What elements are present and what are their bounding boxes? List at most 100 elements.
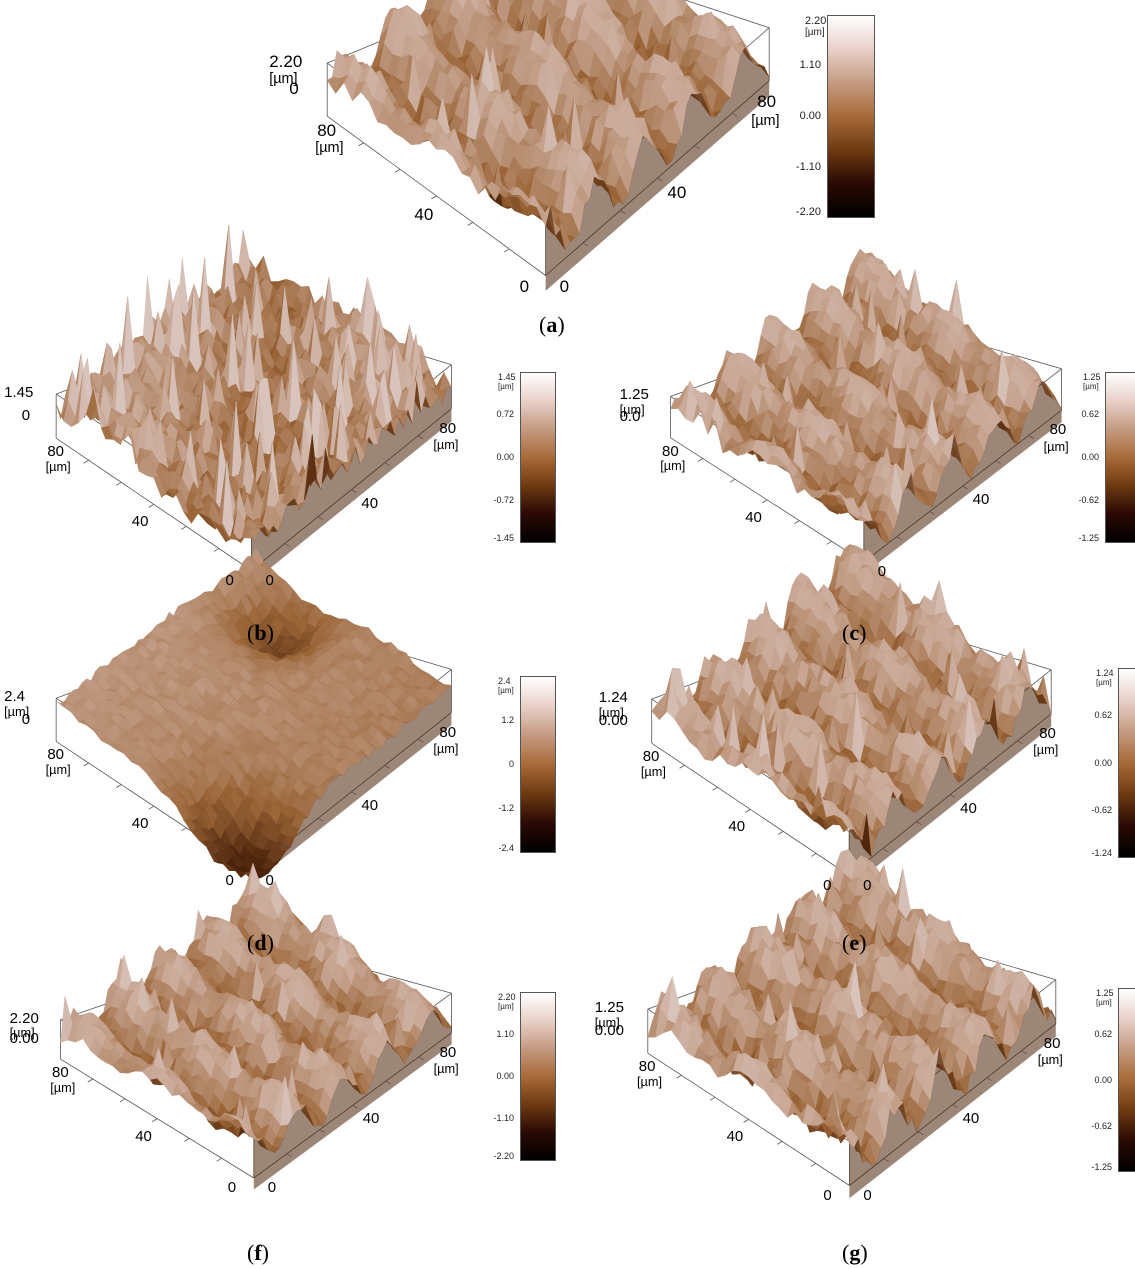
x-axis-tick <box>213 849 220 853</box>
y-axis-0-label: 0 <box>265 872 274 889</box>
x-axis-unit-label: [µm] <box>660 458 686 474</box>
x-axis-tick <box>394 168 401 173</box>
colorbar-tick-label: 0 <box>508 759 514 769</box>
y-axis-0-label: 0 <box>863 1186 872 1204</box>
y-axis-40-label: 40 <box>962 1109 980 1127</box>
y-axis-80-label: 80 <box>1049 421 1067 439</box>
surface-skirt <box>251 685 452 884</box>
x-axis-tick <box>184 1138 190 1142</box>
y-axis-tick <box>418 1056 424 1061</box>
colorbar-unit-label: [µm] <box>498 382 514 391</box>
z-unit-label: [µm] <box>269 70 298 87</box>
colorbar-tick-label: 0.62 <box>1094 710 1112 720</box>
y-axis-tick <box>657 177 663 182</box>
y-axis-tick <box>929 511 935 515</box>
y-axis-tick <box>1021 1050 1027 1055</box>
y-axis-80-label: 80 <box>439 419 457 437</box>
x-axis-40-label: 40 <box>745 508 762 526</box>
z-unit-label: [µm] <box>619 401 645 417</box>
x-axis-40-label: 40 <box>135 1127 152 1145</box>
y-axis-tick <box>962 485 968 490</box>
x-axis-tick <box>709 1096 716 1101</box>
afm-panel-c <box>620 248 1080 585</box>
colorbar-tick-label: 0.72 <box>496 409 514 420</box>
colorbar-c <box>1105 372 1135 543</box>
x-axis-80-label: 80 <box>317 121 337 141</box>
y-axis-40-label: 40 <box>361 796 379 814</box>
z-unit-label: [µm] <box>9 1025 35 1041</box>
surface-plot-d <box>55 547 452 884</box>
surface-plot-b <box>55 224 452 584</box>
z-zero-label: 0.00 <box>594 1021 624 1039</box>
surface-skirt <box>863 381 1062 575</box>
x-axis-tick <box>745 809 751 813</box>
afm-panel-a <box>270 0 790 305</box>
surface-mesh <box>326 0 770 291</box>
y-axis-tick <box>1017 740 1023 745</box>
y-axis-tick <box>317 817 324 822</box>
afm-panel-e <box>600 544 1070 900</box>
surface-mesh <box>60 863 452 1190</box>
y-axis-tick <box>916 821 922 825</box>
x-axis-line <box>326 115 546 276</box>
y-axis-tick <box>995 460 1001 465</box>
colorbar-tick-label: 0.00 <box>799 110 821 122</box>
colorbar-a <box>827 15 875 218</box>
y-axis-0-label: 0 <box>265 571 274 589</box>
y-axis-tick <box>619 210 626 214</box>
x-axis-0-label: 0 <box>823 876 832 894</box>
colorbar-bottom-label: -1.25 <box>1091 1162 1112 1172</box>
surface-mesh <box>55 224 452 584</box>
colorbar-bottom-label: -1.25 <box>1078 533 1099 543</box>
colorbar-bottom-label: -2.20 <box>795 206 821 218</box>
panel-caption-letter: c <box>849 620 860 645</box>
colorbar-bottom-label: -1.45 <box>493 533 514 543</box>
panel-caption-letter: d <box>254 930 267 955</box>
y-axis-unit-label: [µm] <box>433 741 459 757</box>
z-max-label: 1.24 <box>598 689 628 707</box>
x-axis-tick <box>431 195 437 200</box>
y-axis-tick <box>352 1105 358 1109</box>
y-axis-tick <box>284 844 290 848</box>
panel-caption-b: (b) <box>247 620 274 645</box>
x-axis-tick <box>216 1157 222 1162</box>
colorbar-tick-label: 0.00 <box>496 452 514 462</box>
colorbar-tick-label: 1.2 <box>501 714 514 725</box>
colorbar-tick-label: 0.00 <box>1081 452 1099 462</box>
x-axis-tick <box>503 248 510 253</box>
x-axis-tick <box>761 499 768 504</box>
panel-caption-letter: g <box>849 1240 861 1265</box>
x-axis-tick <box>181 526 187 530</box>
x-axis-unit-label: [µm] <box>315 139 344 156</box>
surface-mesh <box>651 544 1052 889</box>
panel-caption-letter: a <box>546 312 558 337</box>
y-axis-0-label: 0 <box>877 563 887 580</box>
z-max-label: 1.25 <box>594 999 624 1017</box>
y-axis-tick <box>351 489 357 493</box>
y-axis-80-label: 80 <box>757 91 777 111</box>
x-axis-tick <box>826 540 832 545</box>
colorbar-top-label: 1.45 <box>498 372 516 382</box>
y-axis-tick <box>385 1080 391 1085</box>
z-unit-label: [µm] <box>594 1014 620 1030</box>
x-axis-80-label: 80 <box>638 1058 656 1076</box>
x-axis-80-label: 80 <box>52 1064 69 1082</box>
y-axis-tick <box>417 435 424 440</box>
colorbar-top-label: 1.24 <box>1096 668 1114 678</box>
afm-panel-g <box>595 849 1075 1210</box>
colorbar-top-label: 1.25 <box>1083 372 1101 382</box>
surface-skirt <box>253 1009 452 1190</box>
z-max-label: 2.20 <box>9 1009 39 1027</box>
y-axis-0-label: 0 <box>559 276 570 296</box>
x-axis-tick <box>148 805 155 810</box>
y-axis-tick <box>986 1077 993 1082</box>
y-axis-80-label: 80 <box>1039 724 1056 742</box>
x-axis-80-label: 80 <box>662 442 679 460</box>
y-axis-0-label: 0 <box>863 876 872 894</box>
y-axis-tick <box>896 536 902 541</box>
y-axis-80-label: 80 <box>439 723 457 741</box>
z-zero-label: 0 <box>21 406 31 424</box>
y-axis-tick <box>952 1104 958 1108</box>
colorbar-top-label: 2.4 <box>498 676 511 686</box>
x-axis-tick <box>151 1118 158 1122</box>
